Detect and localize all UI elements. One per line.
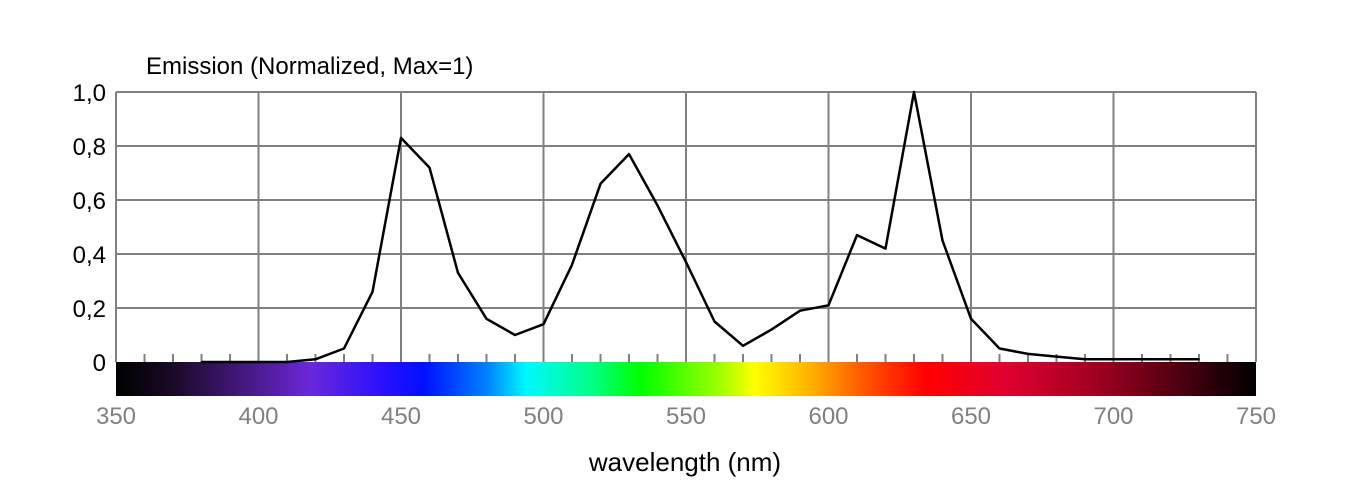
x-tick-label-3: 500 bbox=[523, 403, 563, 430]
x-tick-label-7: 700 bbox=[1093, 403, 1133, 430]
data-point-11 bbox=[514, 334, 516, 336]
data-point-17 bbox=[685, 261, 687, 263]
data-point-8 bbox=[428, 166, 431, 169]
data-point-0 bbox=[200, 361, 203, 363]
y-axis: 0 0,2 0,4 0,6 0,8 1,0 bbox=[73, 80, 106, 377]
data-point-29 bbox=[1027, 353, 1029, 355]
x-tick-label-6: 650 bbox=[951, 403, 991, 430]
data-point-18 bbox=[713, 320, 716, 323]
data-point-5 bbox=[343, 347, 345, 350]
data-point-6 bbox=[371, 291, 374, 293]
x-axis: 350 400 450 500 550 600 650 700 750 bbox=[96, 403, 1276, 430]
data-point-19 bbox=[742, 345, 744, 347]
y-tick-label-3: 0,6 bbox=[73, 188, 106, 215]
y-tick-label-1: 0,2 bbox=[73, 296, 106, 323]
data-point-2 bbox=[257, 361, 260, 363]
x-tick-label-4: 550 bbox=[666, 403, 706, 430]
x-tick-label-8: 750 bbox=[1236, 403, 1276, 430]
data-point-27 bbox=[970, 318, 972, 320]
grid bbox=[115, 91, 1257, 362]
data-point-21 bbox=[799, 309, 801, 312]
x-axis-label: wavelength (nm) bbox=[588, 447, 781, 477]
x-tick-label-5: 600 bbox=[808, 403, 848, 430]
x-tick-label-1: 400 bbox=[238, 403, 278, 430]
data-point-7 bbox=[400, 137, 402, 139]
data-point-3 bbox=[286, 361, 288, 363]
y-tick-label-4: 0,8 bbox=[73, 134, 106, 161]
series-line-0 bbox=[201, 90, 1199, 364]
y-tick-label-0: 0 bbox=[93, 350, 106, 377]
data-point-23 bbox=[856, 234, 858, 236]
data-point-35 bbox=[1198, 358, 1200, 361]
data-point-14 bbox=[599, 183, 602, 185]
data-point-1 bbox=[229, 361, 231, 363]
data-point-28 bbox=[998, 347, 1001, 350]
data-point-9 bbox=[457, 272, 459, 274]
data-point-24 bbox=[884, 247, 887, 250]
data-point-34 bbox=[1169, 358, 1172, 361]
y-tick-label-2: 0,4 bbox=[73, 242, 106, 269]
data-point-25 bbox=[913, 91, 915, 93]
data-point-31 bbox=[1084, 358, 1086, 361]
spectrum-bar bbox=[116, 362, 1256, 396]
data-point-20 bbox=[770, 328, 773, 331]
data-point-30 bbox=[1055, 355, 1058, 358]
data-point-26 bbox=[941, 239, 944, 242]
data-point-13 bbox=[571, 264, 573, 266]
data-point-15 bbox=[628, 153, 630, 155]
data-point-32 bbox=[1112, 358, 1115, 361]
y-tick-label-5: 1,0 bbox=[73, 80, 106, 107]
data-point-10 bbox=[485, 318, 488, 320]
data-point-33 bbox=[1141, 358, 1143, 361]
x-minor-ticks bbox=[143, 354, 1229, 362]
data-point-22 bbox=[827, 304, 830, 307]
data-point-12 bbox=[542, 323, 545, 326]
data-point-4 bbox=[314, 358, 317, 361]
data-point-16 bbox=[656, 204, 659, 207]
x-tick-label-0: 350 bbox=[96, 403, 136, 430]
series-group bbox=[200, 90, 1200, 364]
x-tick-label-2: 450 bbox=[381, 403, 421, 430]
chart-title: Emission (Normalized, Max=1) bbox=[146, 53, 473, 80]
